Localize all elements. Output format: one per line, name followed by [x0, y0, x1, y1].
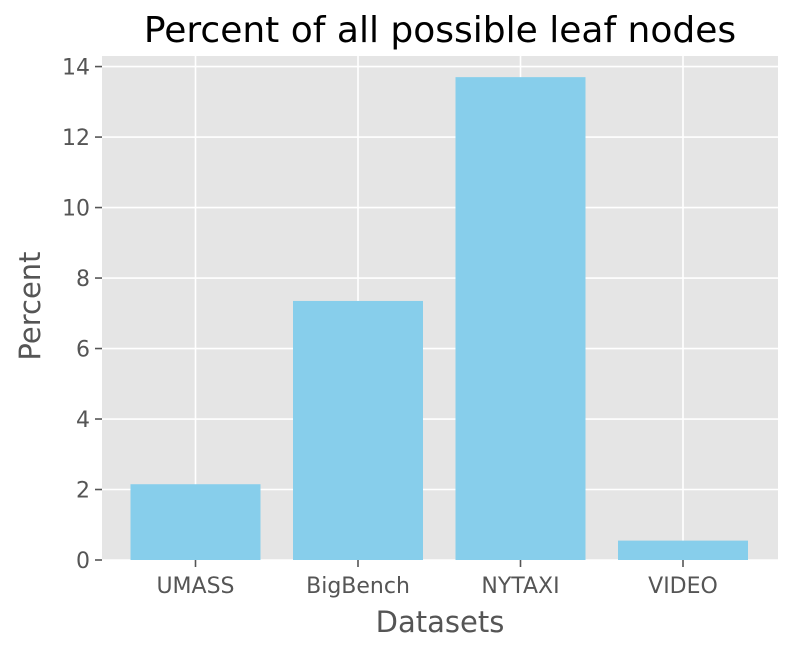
x-tick-label: NYTAXI [481, 574, 559, 599]
y-tick-label: 6 [76, 338, 90, 363]
y-tick-label: 10 [62, 197, 90, 222]
y-tick-label: 8 [76, 267, 90, 292]
x-tick-label: UMASS [156, 574, 234, 599]
y-tick-label: 12 [62, 126, 90, 151]
bar-umass [130, 484, 261, 560]
x-axis-label: Datasets [376, 605, 505, 639]
x-tick-label: BigBench [306, 574, 410, 599]
chart-title: Percent of all possible leaf nodes [144, 10, 736, 51]
bar-nytaxi [455, 77, 586, 560]
y-tick-label: 0 [76, 549, 90, 574]
bar-bigbench [293, 300, 423, 560]
x-tick-label: VIDEO [648, 574, 718, 599]
y-axis-label: Percent [13, 251, 47, 360]
bars-layer [130, 77, 748, 560]
y-tick-label: 2 [76, 479, 90, 504]
ticks-layer: 0 2 4 6 8 10 12 14 UMASS BigBench NYTAXI VIDEO [62, 56, 718, 599]
y-tick-label: 14 [62, 56, 90, 81]
bar-video [618, 540, 748, 560]
y-tick-label: 4 [76, 408, 90, 433]
plot-background [102, 56, 778, 560]
